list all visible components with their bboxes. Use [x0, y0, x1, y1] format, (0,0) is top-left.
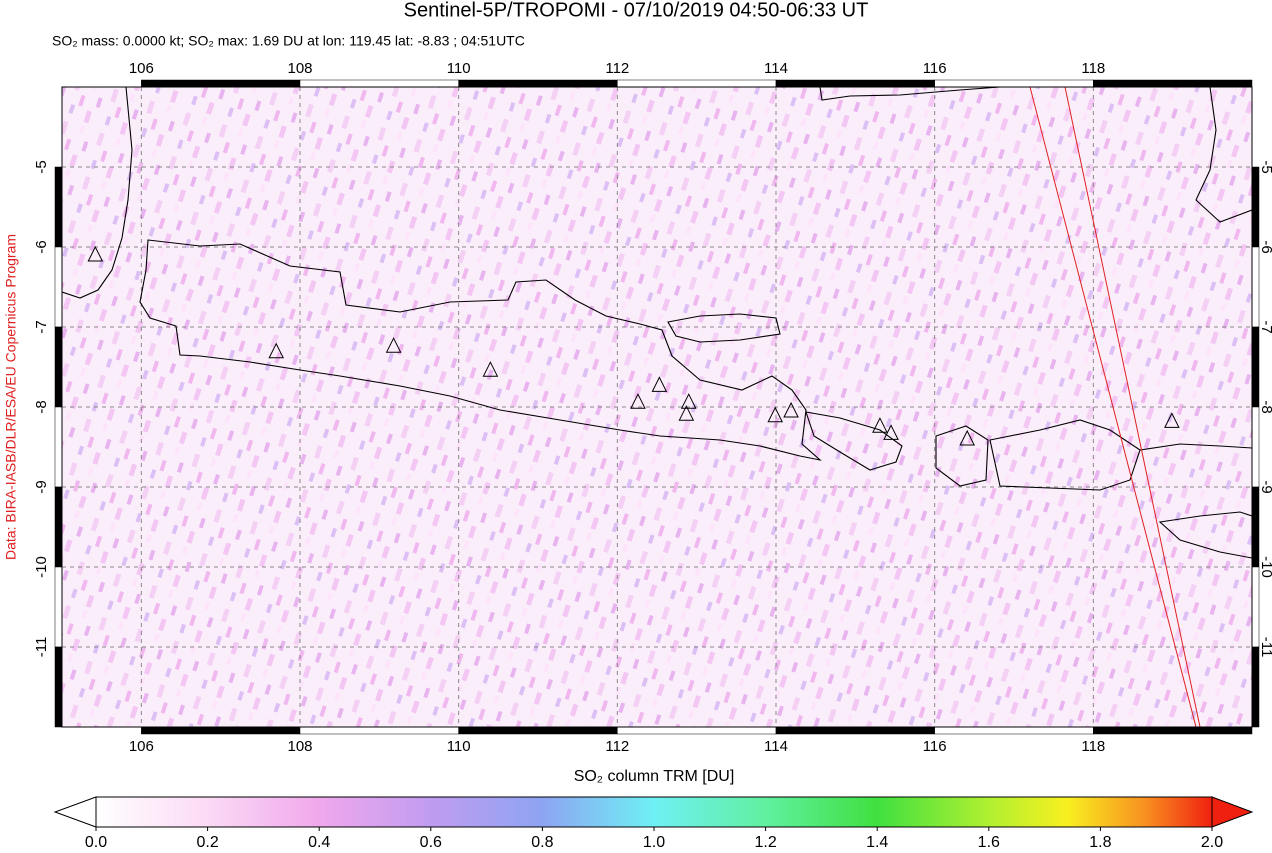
frame-bar — [458, 726, 618, 735]
colorbar-ticks: 0.0 0.2 0.4 0.6 0.8 1.0 1.2 1.4 1.6 1.8 2.0 — [85, 827, 1223, 851]
volcano — [883, 424, 899, 440]
volcano — [385, 337, 402, 353]
colorbar-tick-label: 0.0 — [85, 834, 107, 851]
frame-bar — [1251, 166, 1260, 248]
y-tick-label: -8 — [33, 400, 50, 413]
colorbar-under — [53, 796, 97, 828]
y-tick-label: -5 — [33, 160, 50, 173]
colorbar-tick-label: 1.2 — [754, 834, 776, 851]
x-tick-label: 116 — [923, 60, 947, 77]
frame-bar — [1093, 79, 1253, 88]
volcano — [630, 393, 646, 409]
colorbar-tick-label: 0.2 — [196, 834, 218, 851]
y-tick-label: -8 — [1258, 400, 1272, 413]
grid — [62, 87, 1252, 727]
y-tick-label: -9 — [1258, 480, 1272, 493]
volcano — [678, 405, 695, 421]
y-tick-label: -11 — [1258, 637, 1272, 658]
frame-bar — [617, 726, 777, 735]
frame-bar — [617, 79, 777, 88]
swath-edges — [1029, 87, 1201, 727]
volcano — [680, 393, 697, 409]
frame-bar — [1093, 726, 1253, 735]
volcano — [783, 401, 799, 418]
frame-bar — [775, 79, 935, 88]
frame-bar — [775, 726, 935, 735]
coastlines — [62, 87, 1252, 559]
volcano — [651, 376, 668, 392]
frame-bar — [1251, 326, 1260, 408]
y-tick-label: -7 — [33, 320, 50, 333]
frame-bar — [54, 326, 63, 408]
colorbar-tick-label: 0.6 — [420, 834, 442, 851]
x-tick-label: 110 — [447, 60, 471, 77]
x-tick-label: 116 — [923, 738, 947, 755]
y-tick-label: -11 — [33, 637, 50, 658]
frame-bar — [934, 79, 1094, 88]
frame-bar — [1251, 566, 1260, 648]
colorbar — [95, 796, 1213, 828]
x-tick-label: 114 — [764, 738, 788, 755]
map-area — [62, 87, 1252, 727]
frame-bar — [54, 406, 63, 488]
x-tick-label: 110 — [447, 738, 471, 755]
frame-bar — [934, 726, 1094, 735]
volcano — [1164, 412, 1180, 428]
x-tick-label: 108 — [287, 738, 312, 755]
frame-bar — [1251, 646, 1260, 728]
colorbar-tick-label: 0.4 — [308, 834, 330, 851]
volcano — [482, 361, 499, 377]
y-tick-label: -10 — [33, 556, 50, 578]
volcanoes — [87, 245, 1180, 446]
frame-bar — [141, 726, 301, 735]
colorbar-tick-label: 0.8 — [531, 834, 553, 851]
colorbar-tick-label: 1.0 — [643, 834, 665, 851]
volcano — [872, 417, 888, 433]
x-tick-label: 118 — [1081, 60, 1105, 77]
frame-bar — [54, 166, 63, 248]
frame-bar — [54, 566, 63, 648]
colorbar-tick-label: 1.8 — [1089, 834, 1111, 851]
frame-bar — [299, 79, 459, 88]
subtitle: SO₂ mass: 0.0000 kt; SO₂ max: 1.69 DU at… — [52, 33, 525, 49]
credit: Data: BIRA-IASB/DLR/ESA/EU Copernicus Pr… — [3, 234, 19, 560]
y-tick-label: -10 — [1258, 556, 1272, 578]
frame-bar — [54, 646, 63, 728]
volcano — [87, 245, 104, 262]
colorbar-tick-label: 1.4 — [866, 834, 888, 851]
frame-bar — [458, 79, 618, 88]
frame-bar — [1251, 486, 1260, 568]
x-tick-label: 108 — [287, 60, 312, 77]
frame-bar — [1251, 246, 1260, 328]
map-frame — [61, 86, 1253, 728]
frame-bar — [54, 246, 63, 328]
frame-bar — [1251, 406, 1260, 488]
colorbar-tick-label: 2.0 — [1201, 834, 1223, 851]
y-tick-label: -6 — [33, 240, 50, 253]
y-tick-label: -6 — [1258, 240, 1272, 253]
colorbar-over — [1211, 796, 1254, 828]
y-tick-label: -7 — [1258, 320, 1272, 333]
x-tick-label: 106 — [129, 738, 154, 755]
frame-bar — [299, 726, 459, 735]
colorbar-label: SO₂ column TRM [DU] — [574, 768, 735, 785]
y-tick-label: -5 — [1258, 160, 1272, 173]
frame-bar — [141, 79, 301, 88]
title: Sentinel-5P/TROPOMI - 07/10/2019 04:50-0… — [404, 0, 869, 21]
colorbar-tick-label: 1.6 — [978, 834, 1000, 851]
volcano — [268, 342, 285, 359]
x-tick-label: 118 — [1081, 738, 1105, 755]
frame-bar — [54, 486, 63, 568]
y-tick-label: -9 — [33, 480, 50, 493]
x-tick-label: 106 — [129, 60, 154, 77]
volcano — [767, 406, 784, 423]
x-tick-label: 112 — [605, 60, 629, 77]
x-tick-label: 112 — [605, 738, 629, 755]
volcano — [959, 429, 976, 446]
x-tick-label: 114 — [764, 60, 788, 77]
